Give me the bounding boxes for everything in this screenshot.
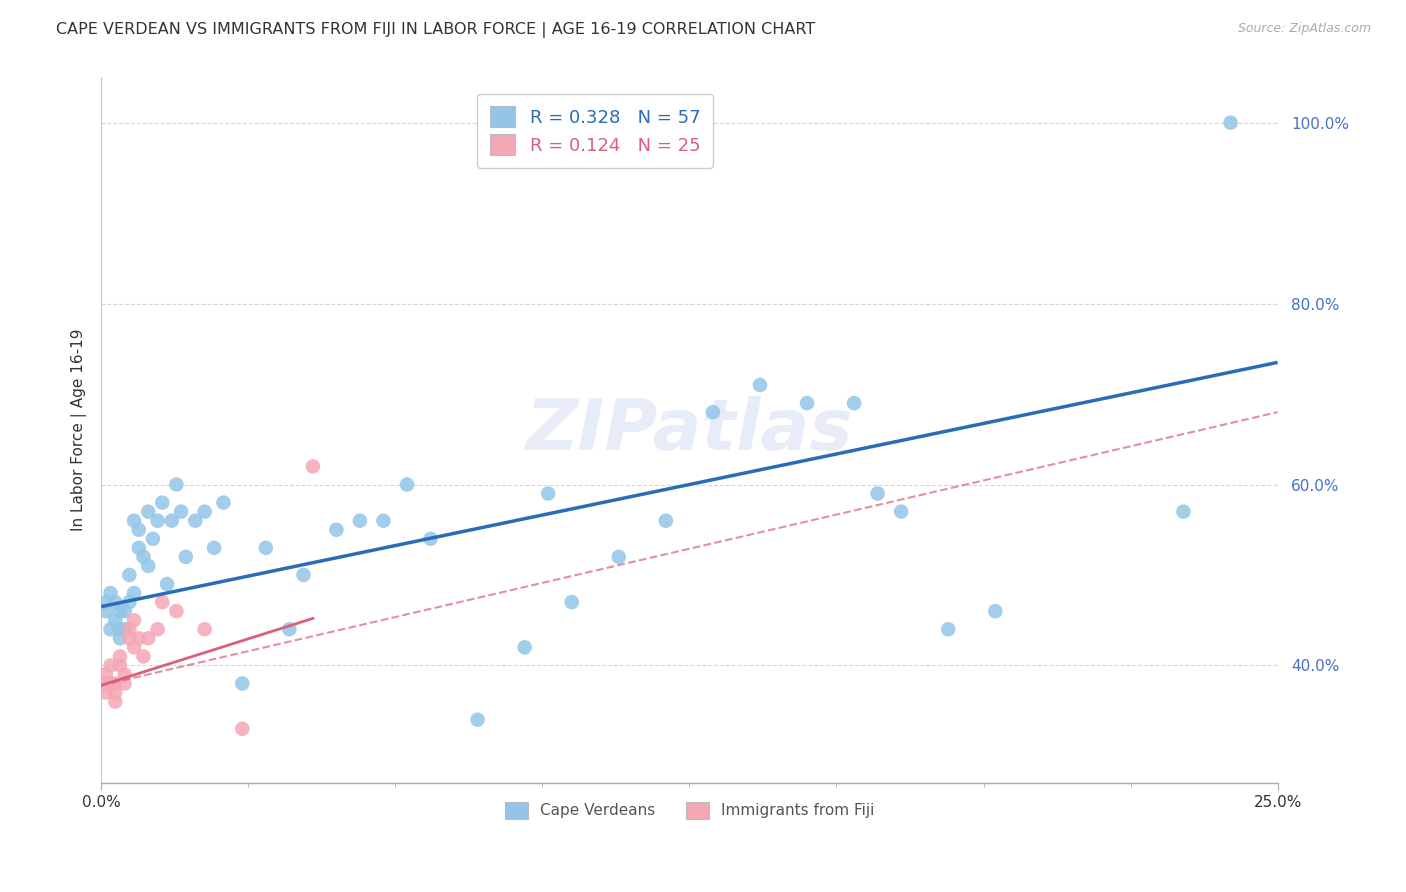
- Legend: Cape Verdeans, Immigrants from Fiji: Cape Verdeans, Immigrants from Fiji: [499, 796, 880, 825]
- Point: [325, 523, 347, 537]
- Point: [561, 595, 583, 609]
- Point: [174, 549, 197, 564]
- Point: [118, 568, 141, 582]
- Point: [114, 676, 136, 690]
- Point: [292, 568, 315, 582]
- Point: [231, 722, 253, 736]
- Point: [108, 649, 131, 664]
- Point: [537, 486, 560, 500]
- Point: [156, 577, 179, 591]
- Point: [749, 378, 772, 392]
- Point: [108, 622, 131, 636]
- Point: [146, 622, 169, 636]
- Point: [136, 632, 159, 646]
- Point: [104, 595, 127, 609]
- Text: CAPE VERDEAN VS IMMIGRANTS FROM FIJI IN LABOR FORCE | AGE 16-19 CORRELATION CHAR: CAPE VERDEAN VS IMMIGRANTS FROM FIJI IN …: [56, 22, 815, 38]
- Point: [165, 477, 187, 491]
- Point: [122, 613, 145, 627]
- Point: [467, 713, 489, 727]
- Point: [122, 640, 145, 655]
- Point: [132, 549, 155, 564]
- Point: [984, 604, 1007, 618]
- Point: [128, 541, 150, 555]
- Point: [194, 622, 217, 636]
- Point: [122, 586, 145, 600]
- Point: [142, 532, 165, 546]
- Point: [890, 505, 912, 519]
- Point: [104, 613, 127, 627]
- Point: [655, 514, 678, 528]
- Point: [513, 640, 536, 655]
- Y-axis label: In Labor Force | Age 16-19: In Labor Force | Age 16-19: [72, 329, 87, 532]
- Point: [160, 514, 183, 528]
- Point: [94, 676, 117, 690]
- Point: [866, 486, 889, 500]
- Point: [150, 495, 173, 509]
- Point: [278, 622, 301, 636]
- Point: [128, 632, 150, 646]
- Point: [108, 604, 131, 618]
- Point: [104, 685, 127, 699]
- Point: [114, 667, 136, 681]
- Point: [108, 632, 131, 646]
- Point: [100, 622, 122, 636]
- Point: [94, 595, 117, 609]
- Point: [136, 558, 159, 573]
- Point: [165, 604, 187, 618]
- Point: [132, 649, 155, 664]
- Point: [302, 459, 325, 474]
- Text: ZIPatlas: ZIPatlas: [526, 396, 853, 465]
- Point: [607, 549, 630, 564]
- Point: [136, 505, 159, 519]
- Point: [1219, 116, 1241, 130]
- Point: [231, 676, 253, 690]
- Point: [254, 541, 277, 555]
- Point: [212, 495, 235, 509]
- Point: [118, 622, 141, 636]
- Point: [146, 514, 169, 528]
- Point: [373, 514, 395, 528]
- Point: [419, 532, 441, 546]
- Point: [114, 604, 136, 618]
- Point: [702, 405, 724, 419]
- Point: [118, 595, 141, 609]
- Point: [184, 514, 207, 528]
- Point: [108, 658, 131, 673]
- Point: [94, 685, 117, 699]
- Point: [94, 667, 117, 681]
- Point: [170, 505, 193, 519]
- Point: [114, 622, 136, 636]
- Point: [100, 586, 122, 600]
- Point: [1173, 505, 1195, 519]
- Point: [395, 477, 418, 491]
- Point: [194, 505, 217, 519]
- Point: [936, 622, 959, 636]
- Point: [100, 676, 122, 690]
- Point: [104, 695, 127, 709]
- Point: [104, 676, 127, 690]
- Point: [349, 514, 371, 528]
- Point: [122, 514, 145, 528]
- Point: [100, 658, 122, 673]
- Point: [118, 632, 141, 646]
- Point: [128, 523, 150, 537]
- Point: [796, 396, 818, 410]
- Point: [94, 604, 117, 618]
- Point: [842, 396, 865, 410]
- Point: [202, 541, 225, 555]
- Point: [150, 595, 173, 609]
- Text: Source: ZipAtlas.com: Source: ZipAtlas.com: [1237, 22, 1371, 36]
